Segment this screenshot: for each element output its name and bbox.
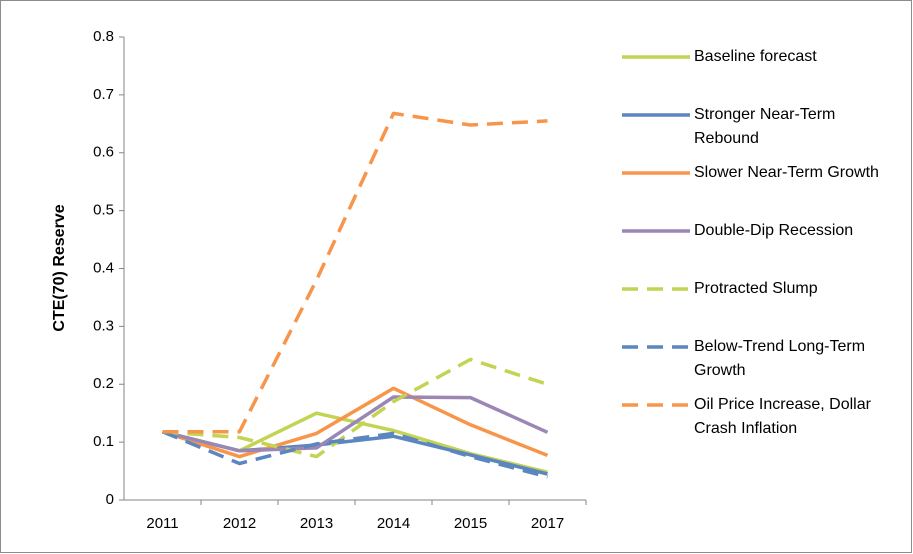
y-tick-label: 0.7: [93, 86, 114, 103]
legend-swatch: [622, 403, 690, 407]
legend-label: Oil Price Increase, Dollar Crash Inflati…: [694, 396, 871, 437]
y-tick-label: 0.6: [93, 144, 114, 161]
legend-swatch: [622, 287, 690, 291]
legend-swatch: [622, 113, 690, 117]
x-tick-label: 2011: [146, 515, 178, 532]
legend-swatch: [622, 229, 690, 233]
legend-label: Baseline forecast: [694, 48, 817, 65]
series-line: [161, 430, 548, 479]
legend-label: Stronger Near-Term Rebound: [694, 106, 836, 147]
series-line: [162, 111, 548, 434]
legend-swatch: [622, 345, 690, 349]
y-tick-label: 0.5: [93, 202, 114, 219]
y-tick-label: 0: [106, 491, 114, 508]
legend-swatch: [622, 55, 690, 59]
y-axis-title: CTE(70) Reserve: [51, 204, 68, 331]
legend-label: Protracted Slump: [694, 280, 818, 297]
legend-item: Oil Price Increase, Dollar Crash Inflati…: [620, 393, 900, 441]
series-line: [162, 357, 549, 459]
y-tick-label: 0.1: [93, 433, 114, 450]
y-tick-label: 0.3: [93, 317, 114, 334]
y-tick-label: 0.2: [93, 375, 114, 392]
y-tick-label: 0.4: [93, 259, 114, 276]
legend-label: Slower Near-Term Growth: [694, 164, 879, 181]
legend-label: Double-Dip Recession: [694, 222, 854, 239]
legend-item: Slower Near-Term Growth: [620, 161, 900, 185]
x-tick-label: 2013: [300, 515, 333, 532]
legend-label: Below-Trend Long-Term Growth: [694, 338, 866, 379]
legend-swatch: [622, 171, 690, 175]
series-line: [162, 395, 549, 453]
series-line: [161, 386, 549, 459]
legend-item: Below-Trend Long-Term Growth: [620, 335, 900, 383]
legend-item: Stronger Near-Term Rebound: [620, 103, 900, 151]
x-tick-label: 2015: [454, 515, 487, 532]
legend-item: Baseline forecast: [620, 45, 900, 69]
x-tick-label: 2012: [223, 515, 256, 532]
x-tick-label: 2014: [377, 515, 410, 532]
legend-item: Protracted Slump: [620, 277, 900, 301]
y-tick-label: 0.8: [93, 28, 114, 45]
legend-item: Double-Dip Recession: [620, 219, 900, 243]
x-tick-label: 2017: [531, 515, 564, 532]
